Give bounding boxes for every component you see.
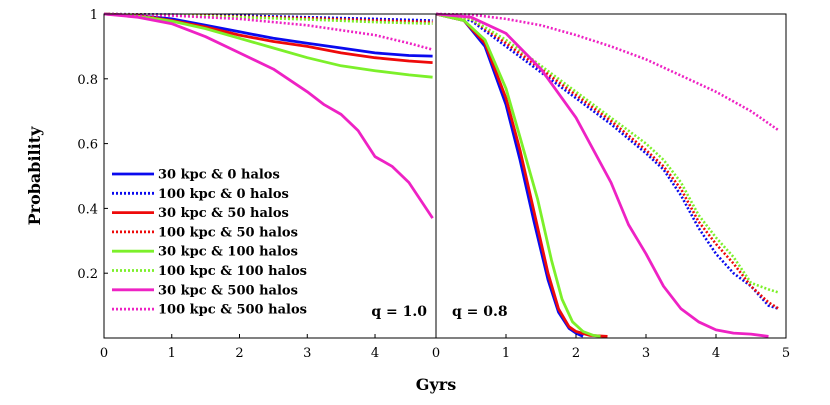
series-line-100-kpc-and-500-halos-panel-1: [103, 12, 433, 51]
x-tick-label: 3: [642, 346, 650, 361]
panel-q1-label: q = 1.0: [371, 304, 427, 320]
y-tick-label: 0.2: [77, 267, 98, 282]
x-tick-label: 2: [235, 346, 243, 361]
y-tick-label: 0.6: [77, 138, 98, 153]
legend-label: 100 kpc & 50 halos: [158, 225, 298, 240]
series-line-100-kpc-and-0-halos-panel-2: [435, 12, 780, 311]
x-axis-label: Gyrs: [416, 375, 456, 394]
y-tick-label: 1: [90, 8, 98, 23]
panel-q08: 0 1 2 3 4 5 q = 0.8: [432, 12, 790, 361]
y-tick-label: 0.8: [77, 73, 98, 88]
x-tick-label: 5: [782, 346, 790, 361]
series-line-30-kpc-and-100-halos-panel-2: [435, 12, 601, 338]
x-tick-label: 0: [432, 346, 440, 361]
panel-q1-y-ticks: 0.2 0.4 0.6 0.8 1: [77, 8, 108, 282]
legend-entry-30-kpc-and-50-halos: 30 kpc & 50 halos: [112, 206, 289, 221]
y-tick-label: 0.4: [77, 202, 98, 217]
legend-entry-30-kpc-and-0-halos: 30 kpc & 0 halos: [112, 168, 280, 183]
legend-entry-30-kpc-and-500-halos: 30 kpc & 500 halos: [112, 283, 298, 298]
legend-label: 100 kpc & 0 halos: [158, 187, 289, 202]
panel-q08-border: [435, 13, 787, 339]
series-line-30-kpc-and-100-halos-panel-1: [103, 12, 433, 79]
x-tick-label: 1: [502, 346, 510, 361]
x-tick-label: 1: [168, 346, 176, 361]
legend-entry-100-kpc-and-0-halos: 100 kpc & 0 halos: [112, 187, 289, 202]
panel-q08-label: q = 0.8: [452, 304, 508, 320]
series-line-30-kpc-and-500-halos-panel-1: [103, 12, 434, 219]
panel-q08-x-ticks: 0 1 2 3 4 5: [432, 334, 790, 361]
legend-entry-100-kpc-and-50-halos: 100 kpc & 50 halos: [112, 225, 298, 240]
legend-label: 30 kpc & 500 halos: [158, 283, 298, 298]
panel-q08-lines: [435, 12, 780, 338]
series-line-30-kpc-and-0-halos-panel-2: [435, 12, 584, 338]
legend-label: 30 kpc & 50 halos: [158, 206, 289, 221]
series-line-30-kpc-and-50-halos-panel-2: [435, 12, 608, 338]
legend-entry-100-kpc-and-100-halos: 100 kpc & 100 halos: [112, 264, 307, 279]
legend-label: 100 kpc & 100 halos: [158, 264, 307, 279]
legend-entry-30-kpc-and-100-halos: 30 kpc & 100 halos: [112, 245, 298, 260]
x-tick-label: 2: [572, 346, 580, 361]
legend-label: 30 kpc & 100 halos: [158, 245, 298, 260]
legend: 30 kpc & 0 halos 100 kpc & 0 halos 30 kpc …: [112, 168, 307, 318]
legend-label: 100 kpc & 500 halos: [158, 303, 307, 318]
series-line-30-kpc-and-500-halos-panel-2: [435, 12, 769, 338]
x-tick-label: 4: [712, 346, 720, 361]
x-tick-label: 4: [371, 346, 379, 361]
x-tick-label: 0: [100, 346, 108, 361]
legend-label: 30 kpc & 0 halos: [158, 168, 280, 183]
panel-q1: 0.2 0.4 0.6 0.8 1 0 1 2 3 4 30 kpc & 0 halos 100 …: [77, 8, 437, 361]
y-axis-label: Probability: [25, 126, 44, 226]
series-line-100-kpc-and-50-halos-panel-2: [435, 12, 780, 310]
legend-entry-100-kpc-and-500-halos: 100 kpc & 500 halos: [112, 303, 307, 318]
panel-q1-x-ticks: 0 1 2 3 4: [100, 334, 379, 361]
x-tick-label: 3: [303, 346, 311, 361]
